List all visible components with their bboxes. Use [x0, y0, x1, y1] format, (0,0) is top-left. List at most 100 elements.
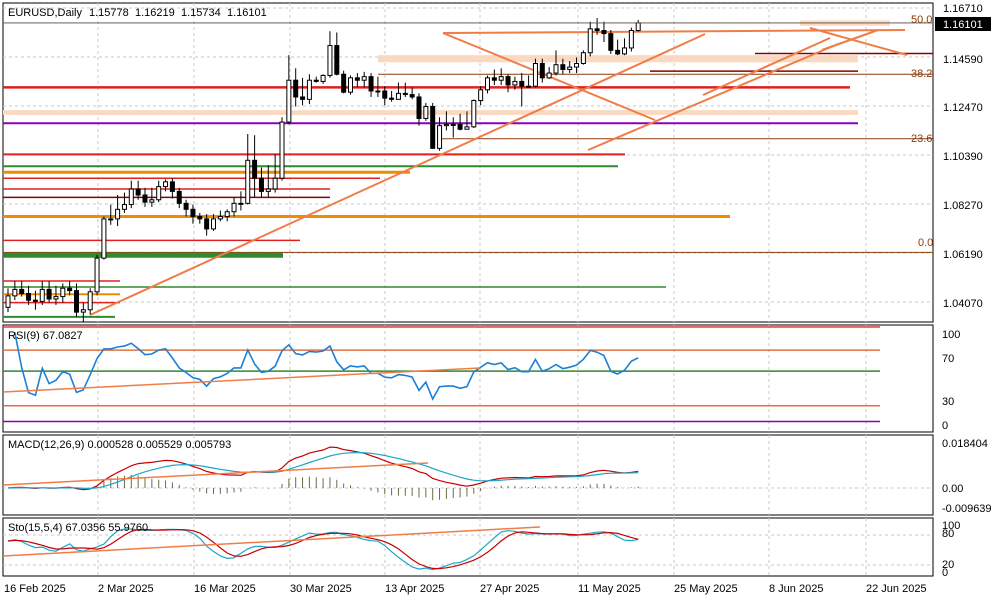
candle-body: [286, 79, 292, 123]
candle-body: [252, 159, 258, 179]
candle-body: [580, 52, 586, 64]
trend-line: [809, 27, 908, 56]
price-axis: 1.16710 1.14590 1.12470 1.10390 1.08270 …: [943, 3, 983, 310]
candle-body: [300, 96, 306, 100]
candle-body: [628, 29, 634, 49]
date-tick: 13 Apr 2025: [385, 583, 444, 595]
candle-body: [587, 28, 593, 54]
candle-body: [80, 309, 86, 313]
candle-body: [443, 123, 449, 127]
candle-body: [594, 28, 600, 31]
price-pane[interactable]: [2, 2, 934, 323]
candle-body: [608, 33, 614, 51]
sto-signal-line: [7, 528, 639, 570]
price-tick: 1.14590: [943, 54, 983, 66]
sto-level: 0: [942, 567, 948, 579]
candle-body: [197, 215, 203, 220]
macd-signal-line: [7, 451, 639, 490]
candle-body: [163, 181, 169, 188]
candle-body: [450, 123, 456, 126]
candle-body: [265, 188, 271, 192]
rsi-pane[interactable]: [2, 324, 934, 433]
candle-body: [231, 202, 237, 213]
sto-level: 100: [942, 520, 960, 532]
candle-body: [94, 257, 100, 293]
macd-label: MACD(12,26,9) 0.000528 0.005529 0.005793: [8, 439, 231, 451]
sto-label: Sto(15,5,4) 67.0356 55.9760: [8, 522, 148, 534]
rsi-label: RSI(9) 67.0827: [8, 330, 83, 342]
candle-body: [12, 288, 18, 297]
candle-body: [409, 94, 415, 98]
candle-body: [60, 287, 66, 298]
macd-level: 0.00: [942, 483, 963, 495]
candle-body: [121, 204, 127, 210]
candle-body: [320, 74, 326, 82]
sto-level: 80: [942, 528, 954, 540]
price-tick: 1.16710: [943, 3, 983, 15]
date-tick: 27 Apr 2025: [480, 583, 539, 595]
candle-body: [74, 290, 79, 313]
candle-body: [108, 218, 114, 221]
rsi-level: 100: [942, 329, 960, 341]
rsi-level: 0: [942, 420, 948, 432]
price-tick: 1.04070: [943, 298, 983, 310]
fib-level-50: 50.0: [911, 14, 932, 26]
price-tick: 1.06190: [943, 249, 983, 261]
current-price-box: [935, 17, 991, 31]
date-tick: 16 Mar 2025: [194, 583, 256, 595]
date-axis: 16 Feb 2025 2 Mar 2025 16 Mar 2025 30 Ma…: [4, 583, 927, 595]
candle-body: [354, 77, 360, 81]
candle-body: [5, 295, 11, 308]
candle-body: [389, 97, 395, 100]
candle-body: [567, 66, 573, 70]
trend-line: [587, 43, 839, 151]
candle-body: [361, 76, 367, 81]
candle-body: [416, 96, 422, 119]
candle-body: [53, 296, 59, 300]
candle-body: [183, 202, 189, 210]
candle-body: [190, 208, 196, 217]
candle-body: [306, 79, 312, 100]
candle-body: [128, 188, 134, 206]
candle-body: [532, 62, 538, 87]
header-low: 1.15734: [181, 7, 221, 19]
candle-body: [368, 76, 374, 92]
date-tick: 22 Jun 2025: [866, 583, 927, 595]
macd-pane[interactable]: [2, 434, 934, 516]
fib-level-38: 38.2: [911, 68, 932, 80]
header-open: 1.15778: [89, 7, 129, 19]
candle-body: [293, 79, 299, 98]
candle-body: [87, 291, 93, 311]
rsi-level: 70: [942, 353, 954, 365]
candle-body: [382, 90, 388, 99]
candle-body: [258, 177, 264, 192]
candle-body: [485, 77, 490, 91]
candle-body: [560, 64, 566, 70]
date-tick: 11 May 2025: [578, 583, 641, 595]
trend-lines: [89, 27, 908, 316]
candle-body: [498, 76, 504, 81]
candle-body: [553, 64, 559, 74]
candle-body: [341, 73, 347, 93]
candle-body: [546, 72, 552, 79]
resistance-zone: [378, 55, 858, 63]
candle-body: [430, 106, 436, 149]
candle-body: [204, 218, 210, 230]
candle-body: [224, 211, 230, 217]
candle-body: [115, 208, 121, 220]
candle-body: [313, 79, 319, 82]
macd-level: 0.018404: [942, 438, 988, 450]
candle-body: [327, 45, 333, 76]
candle-body: [601, 29, 607, 35]
price-tick: 1.08270: [943, 200, 983, 212]
date-tick: 25 May 2025: [674, 583, 738, 595]
candle-body: [211, 218, 216, 230]
candle-body: [505, 76, 511, 86]
candle-body: [457, 123, 463, 130]
candle-body: [539, 62, 545, 79]
header-symbol: EURUSD,Daily: [8, 7, 82, 19]
macd-level: -0.009639: [942, 503, 992, 515]
candle-body: [272, 177, 278, 190]
candle-body: [519, 80, 525, 87]
